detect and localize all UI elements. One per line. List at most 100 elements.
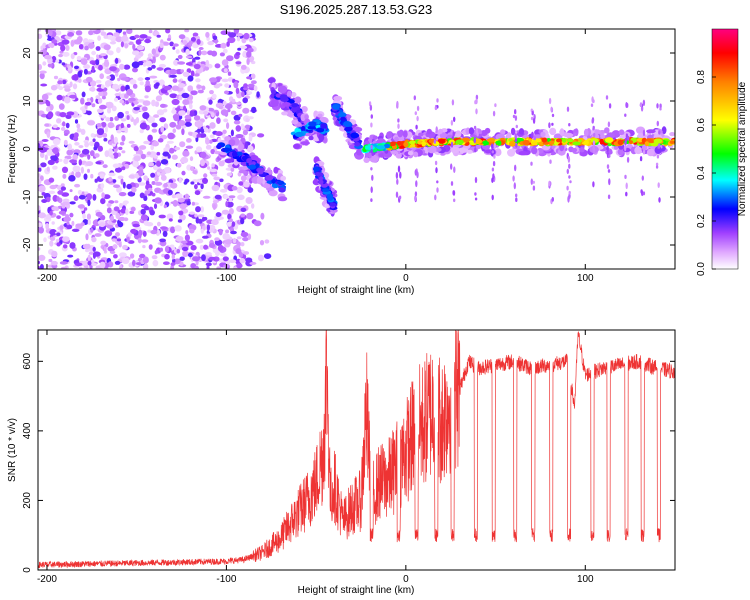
- noise-blob: [240, 175, 247, 182]
- noise-blob: [87, 168, 90, 173]
- noise-blob: [246, 76, 252, 80]
- noise-blob: [147, 134, 153, 142]
- noise-blob: [115, 36, 123, 43]
- noise-blob: [95, 59, 100, 66]
- noise-blob: [222, 100, 227, 106]
- carrier-halo: [540, 131, 546, 137]
- noise-blob: [208, 256, 216, 261]
- noise-blob: [177, 83, 186, 88]
- noise-blob: [222, 48, 228, 54]
- noise-blob: [75, 30, 83, 36]
- noise-blob: [145, 222, 154, 227]
- noise-blob: [226, 55, 234, 62]
- noise-blob: [61, 39, 70, 45]
- carrier-stripe: [592, 140, 596, 148]
- noise-blob: [77, 78, 82, 83]
- carrier-halo: [604, 127, 610, 134]
- noise-blob: [175, 124, 182, 130]
- carrier-stripe: [624, 144, 627, 152]
- noise-blob: [138, 182, 146, 186]
- noise-blob: [239, 45, 248, 50]
- noise-blob: [74, 142, 80, 146]
- noise-blob: [185, 55, 193, 59]
- carrier-stripe: [396, 100, 399, 108]
- noise-blob: [63, 139, 68, 146]
- carrier-stripe: [566, 185, 569, 191]
- noise-blob: [156, 151, 161, 156]
- carrier-stripe: [435, 167, 438, 174]
- noise-blob: [91, 236, 97, 243]
- carrier-stripe: [641, 175, 644, 181]
- noise-blob: [120, 178, 124, 185]
- carrier-stripe: [399, 171, 402, 179]
- noise-blob: [144, 205, 150, 211]
- carrier-stripe: [514, 115, 518, 121]
- streak-1-halo: [256, 176, 263, 185]
- noise-blob: [72, 83, 78, 90]
- carrier-core: [376, 145, 386, 150]
- carrier-core: [645, 138, 652, 143]
- noise-blob: [163, 167, 171, 174]
- streak-4-core: [319, 176, 324, 182]
- noise-blob: [100, 84, 105, 89]
- noise-blob: [155, 82, 160, 87]
- noise-blob: [247, 187, 254, 193]
- noise-blob: [219, 252, 227, 257]
- noise-blob: [200, 50, 208, 56]
- noise-blob: [147, 187, 153, 192]
- noise-blob: [171, 154, 178, 160]
- streak-5-core: [350, 132, 359, 139]
- noise-blob: [226, 122, 230, 129]
- noise-blob: [150, 172, 156, 178]
- carrier-halo: [413, 151, 419, 158]
- noise-blob: [178, 95, 183, 101]
- carrier-core: [548, 140, 555, 145]
- colorbar: 0.0 0.2 0.4 0.6 0.8 Normalized spectral ampl…: [696, 28, 748, 276]
- carrier-stripe: [492, 161, 496, 167]
- noise-blob: [135, 54, 142, 59]
- noise-blob: [67, 32, 75, 37]
- carrier-stripe: [548, 122, 551, 129]
- noise-blob: [78, 159, 83, 166]
- noise-blob: [151, 99, 156, 107]
- streak-4-core: [318, 179, 324, 185]
- noise-blob: [190, 244, 197, 251]
- carrier-stripe: [395, 191, 399, 198]
- noise-blob: [38, 222, 42, 228]
- carrier-stripe: [476, 132, 479, 137]
- noise-blob: [151, 140, 159, 147]
- streak-5-core: [353, 138, 360, 142]
- noise-blob: [131, 186, 137, 193]
- noise-blob: [235, 51, 241, 56]
- noise-blob: [219, 188, 228, 193]
- noise-blob: [179, 261, 184, 267]
- noise-blob: [133, 226, 142, 230]
- noise-blob: [248, 116, 254, 120]
- noise-blob: [47, 159, 55, 166]
- noise-blob: [152, 259, 159, 267]
- noise-blob: [77, 70, 83, 78]
- noise-blob: [197, 89, 204, 94]
- noise-blob: [120, 41, 124, 48]
- noise-blob: [230, 110, 237, 116]
- noise-blob: [114, 57, 119, 64]
- noise-blob: [51, 55, 57, 63]
- noise-blob: [260, 212, 265, 220]
- noise-blob: [132, 223, 140, 228]
- noise-blob: [200, 151, 207, 159]
- carrier-stripe: [371, 152, 374, 157]
- noise-blob: [38, 178, 42, 185]
- noise-blob: [160, 103, 166, 108]
- noise-blob: [140, 153, 146, 160]
- noise-blob: [121, 135, 126, 142]
- noise-blob: [50, 155, 58, 160]
- noise-blob: [123, 217, 129, 222]
- noise-blob: [150, 229, 158, 235]
- noise-blob: [70, 53, 75, 60]
- noise-blob: [56, 242, 61, 247]
- carrier-stripe: [436, 187, 439, 193]
- noise-blob: [203, 127, 209, 133]
- noise-blob: [180, 240, 188, 244]
- noise-blob: [214, 63, 221, 69]
- noise-blob: [179, 214, 186, 221]
